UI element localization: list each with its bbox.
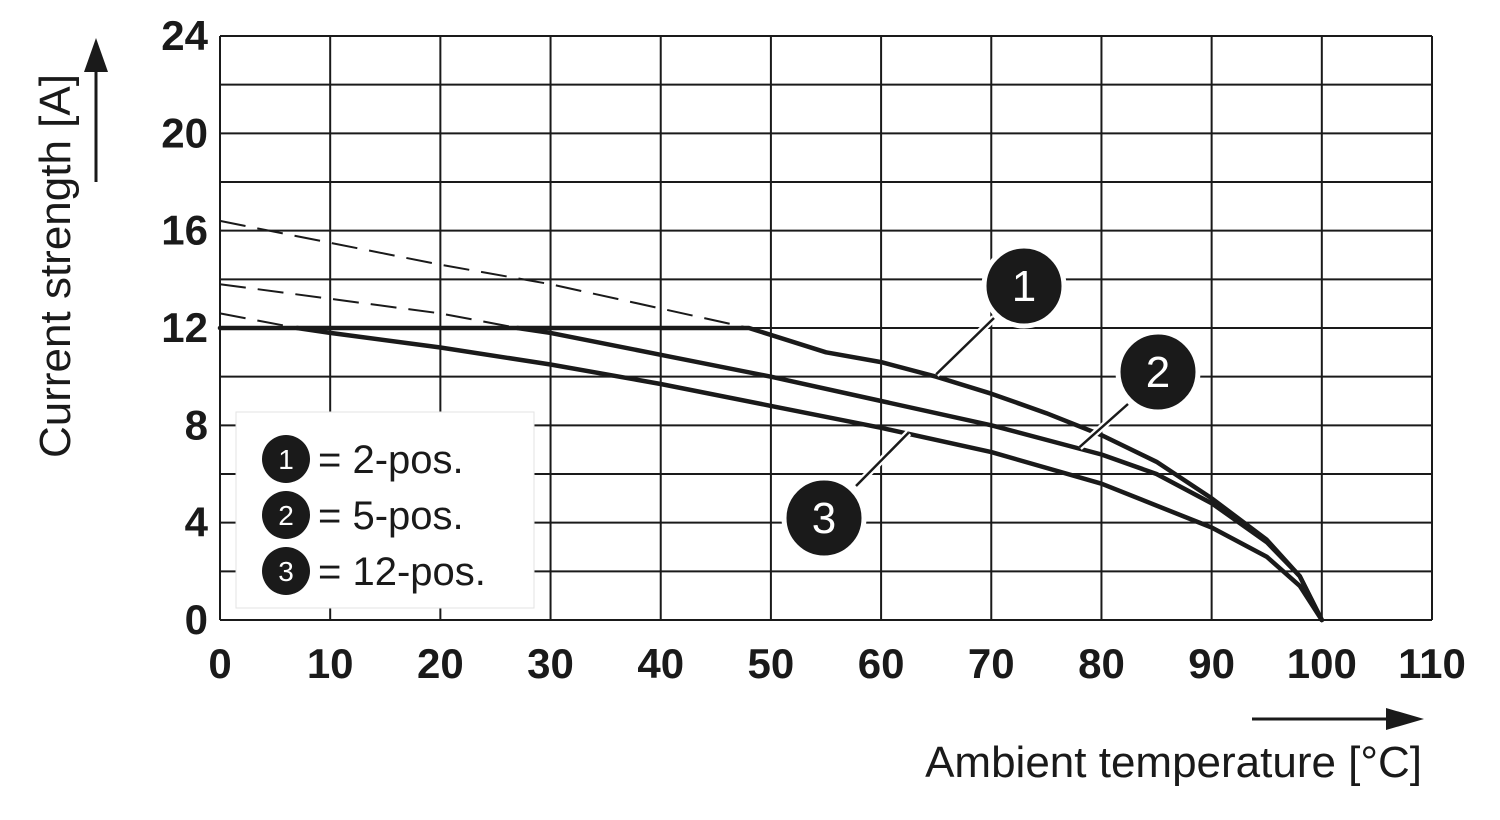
x-axis-title: Ambient temperature [°C]	[925, 738, 1422, 787]
y-axis-ticks: 0 4 8 12 16 20 24	[161, 12, 208, 643]
y-tick-label: 12	[161, 304, 208, 351]
x-tick-label: 30	[527, 640, 574, 687]
legend-label-1: = 2-pos.	[318, 438, 464, 482]
x-tick-label: 40	[637, 640, 684, 687]
x-tick-label: 80	[1078, 640, 1125, 687]
x-tick-label: 100	[1287, 640, 1357, 687]
y-tick-label: 4	[185, 499, 209, 546]
legend-badge-2	[262, 491, 310, 539]
y-tick-label: 8	[185, 401, 208, 448]
legend-badge-number: 3	[278, 556, 294, 587]
x-tick-label: 0	[208, 640, 231, 687]
callout-number: 2	[1146, 348, 1170, 397]
callout-badge-3	[781, 475, 867, 561]
series-1-line	[217, 325, 1325, 623]
callout-number: 3	[812, 494, 836, 543]
callout-badge-2	[1115, 329, 1201, 415]
y-axis-title-group: Current strength [A]	[31, 38, 108, 458]
callout-badge-1	[981, 243, 1067, 329]
x-tick-label: 10	[307, 640, 354, 687]
y-tick-label: 0	[185, 596, 208, 643]
x-axis-ticks: 0 10 20 30 40 50 60 70 80 90 100 110	[208, 640, 1466, 687]
y-axis-title: Current strength [A]	[31, 74, 80, 458]
series-3-line	[294, 325, 1325, 623]
x-tick-label: 70	[968, 640, 1015, 687]
x-tick-label: 90	[1188, 640, 1235, 687]
series-3-dashed-extension	[219, 312, 298, 329]
callout-leader-2	[1078, 403, 1129, 449]
x-tick-label: 50	[748, 640, 795, 687]
y-tick-label: 20	[161, 109, 208, 156]
legend-badge-number: 1	[278, 444, 294, 475]
series-2-dashed-extension	[219, 283, 518, 329]
x-tick-label: 60	[858, 640, 905, 687]
legend-label-2: = 5-pos.	[318, 494, 464, 538]
legend-badge-1	[262, 435, 310, 483]
legend-badge-number: 2	[278, 500, 294, 531]
legend: 1 = 2-pos. 2 = 5-pos. 3 = 12-pos.	[235, 411, 535, 609]
series-callouts: 1 2 3	[781, 243, 1201, 561]
series-2-line	[515, 325, 1325, 623]
callout-leader-3	[855, 431, 910, 487]
plot-curves	[217, 219, 1325, 623]
x-axis-arrow-head	[1386, 708, 1424, 730]
legend-label-3: = 12-pos.	[318, 550, 486, 594]
y-axis-arrow-head	[84, 38, 108, 72]
legend-badge-3	[262, 547, 310, 595]
y-tick-label: 24	[161, 12, 208, 59]
series-1-dashed-extension	[219, 219, 750, 329]
x-tick-label: 110	[1398, 640, 1466, 687]
plot-grid	[219, 35, 1433, 621]
x-tick-label: 20	[417, 640, 464, 687]
callout-leader-1	[935, 317, 995, 376]
y-tick-label: 16	[161, 207, 208, 254]
x-axis-title-group: Ambient temperature [°C]	[925, 708, 1424, 787]
callout-number: 1	[1012, 262, 1036, 311]
